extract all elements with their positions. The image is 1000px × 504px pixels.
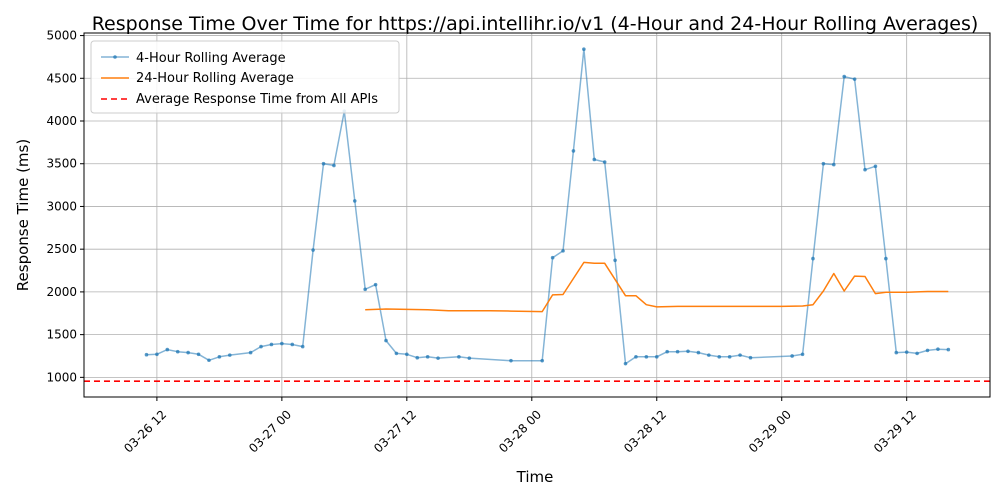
chart-title: Response Time Over Time for https://api.… (92, 13, 979, 35)
y-tick-label: 4000 (46, 114, 77, 128)
y-tick-label: 1000 (46, 370, 77, 384)
series-4h-point (321, 161, 326, 166)
series-4h-point (634, 355, 638, 359)
series-4h-point (467, 356, 472, 360)
series-4h-point (831, 162, 836, 167)
legend-label-4h: 4-Hour Rolling Average (136, 51, 286, 66)
series-4h-point (363, 287, 367, 292)
legend-box (90, 40, 400, 114)
x-tick-label: 03-29 00 (746, 407, 794, 455)
legend-label-all-apis: Average Response Time from All APIs (136, 92, 378, 107)
series-4h-point (800, 352, 805, 357)
legend: 4-Hour Rolling Average 24-Hour Rolling A… (90, 40, 400, 114)
series-4h-point (613, 258, 617, 263)
series-4h-point (165, 347, 170, 352)
x-tick-label: 03-26 12 (121, 407, 169, 455)
y-axis-ticks: 1000 1500 2000 2500 3000 3500 4000 4500 5000 (46, 29, 84, 384)
y-tick-label: 2000 (46, 285, 77, 299)
series-4h-point (217, 355, 222, 359)
series-4h-point (644, 355, 649, 359)
series-4h-point (707, 353, 711, 357)
x-tick-label: 03-29 12 (871, 407, 919, 455)
y-tick-label: 2500 (46, 242, 77, 256)
series-4h-point (686, 349, 690, 354)
series-4h-point (884, 256, 888, 261)
series-4h-point (925, 348, 930, 353)
series-4h-point (717, 355, 722, 359)
series-4h-point (394, 351, 399, 356)
series-4h-point (946, 347, 951, 352)
series-4h-point (311, 248, 315, 252)
series-4h-point (623, 361, 628, 366)
series-24h-line (365, 261, 949, 313)
series-4h-point (811, 256, 815, 261)
series-4h-point (300, 344, 305, 349)
series-4h-point (894, 350, 899, 355)
series-4h-point (665, 349, 669, 354)
y-tick-label: 4500 (46, 71, 77, 85)
series-4h-point (207, 358, 211, 363)
y-tick-label: 1500 (46, 328, 77, 342)
series-4h-point (186, 350, 190, 355)
series-4h-point (196, 352, 201, 357)
series-4h-point (592, 157, 597, 162)
series-4h-point (904, 350, 909, 354)
x-tick-label: 03-28 12 (621, 407, 669, 455)
series-4h-point (290, 342, 295, 347)
series-4h-point (727, 355, 732, 359)
series-4h-point (561, 249, 565, 253)
x-tick-label: 03-27 12 (371, 407, 419, 455)
series-4h-point (571, 149, 576, 153)
series-4h-point (332, 163, 336, 168)
series-4h-point (175, 349, 180, 354)
series-4h-point (509, 358, 513, 363)
x-tick-label: 03-28 00 (496, 407, 544, 455)
y-axis-label: Response Time (ms) (14, 139, 32, 291)
x-tick-label: 03-27 00 (246, 407, 294, 455)
series-4h-point (675, 349, 680, 354)
series-4h-point (915, 351, 919, 356)
x-axis-ticks: 03-26 12 03-27 00 03-27 12 03-28 00 03-28 12… (121, 397, 919, 455)
y-tick-label: 3500 (46, 157, 77, 171)
series-4h-point (227, 353, 232, 357)
series-4h-point (405, 352, 409, 357)
series-4h-point (144, 352, 149, 357)
series-4h-point (936, 347, 940, 351)
x-axis-label: Time (516, 468, 554, 486)
series-4h-point (852, 77, 857, 81)
series-4h-point (352, 199, 357, 203)
plot-frame (83, 32, 991, 398)
series-4h-point (654, 355, 659, 359)
series-4h-point (248, 350, 253, 355)
series-4h-point (540, 358, 545, 363)
series-4h-point (550, 255, 555, 260)
series-4h-point (582, 47, 586, 52)
series-4h-point (748, 355, 753, 360)
series-4h-point (738, 353, 742, 357)
series-4h-point (280, 341, 284, 346)
legend-marker-4h (113, 55, 117, 59)
series-4h-point (457, 355, 461, 359)
series-4h-point (415, 355, 420, 360)
series-4h-point (384, 338, 388, 343)
series-4h-point (821, 161, 826, 166)
y-tick-label: 5000 (46, 29, 77, 43)
series-4h-point (873, 164, 878, 169)
series-4h-point (259, 344, 263, 349)
y-tick-label: 3000 (46, 199, 77, 213)
series-4h-point (602, 160, 607, 164)
series-4h-point (842, 74, 847, 79)
series-4h-point (425, 355, 430, 359)
series-4h-point (436, 356, 440, 360)
series-4h-point (373, 282, 378, 287)
series-4h-point (155, 352, 159, 357)
series-4h-point (696, 350, 701, 355)
series-4h-point (863, 167, 867, 172)
series-4h-point (269, 342, 274, 347)
series-4h-point (790, 354, 794, 358)
legend-label-24h: 24-Hour Rolling Average (136, 71, 294, 86)
series-layer (84, 47, 990, 382)
